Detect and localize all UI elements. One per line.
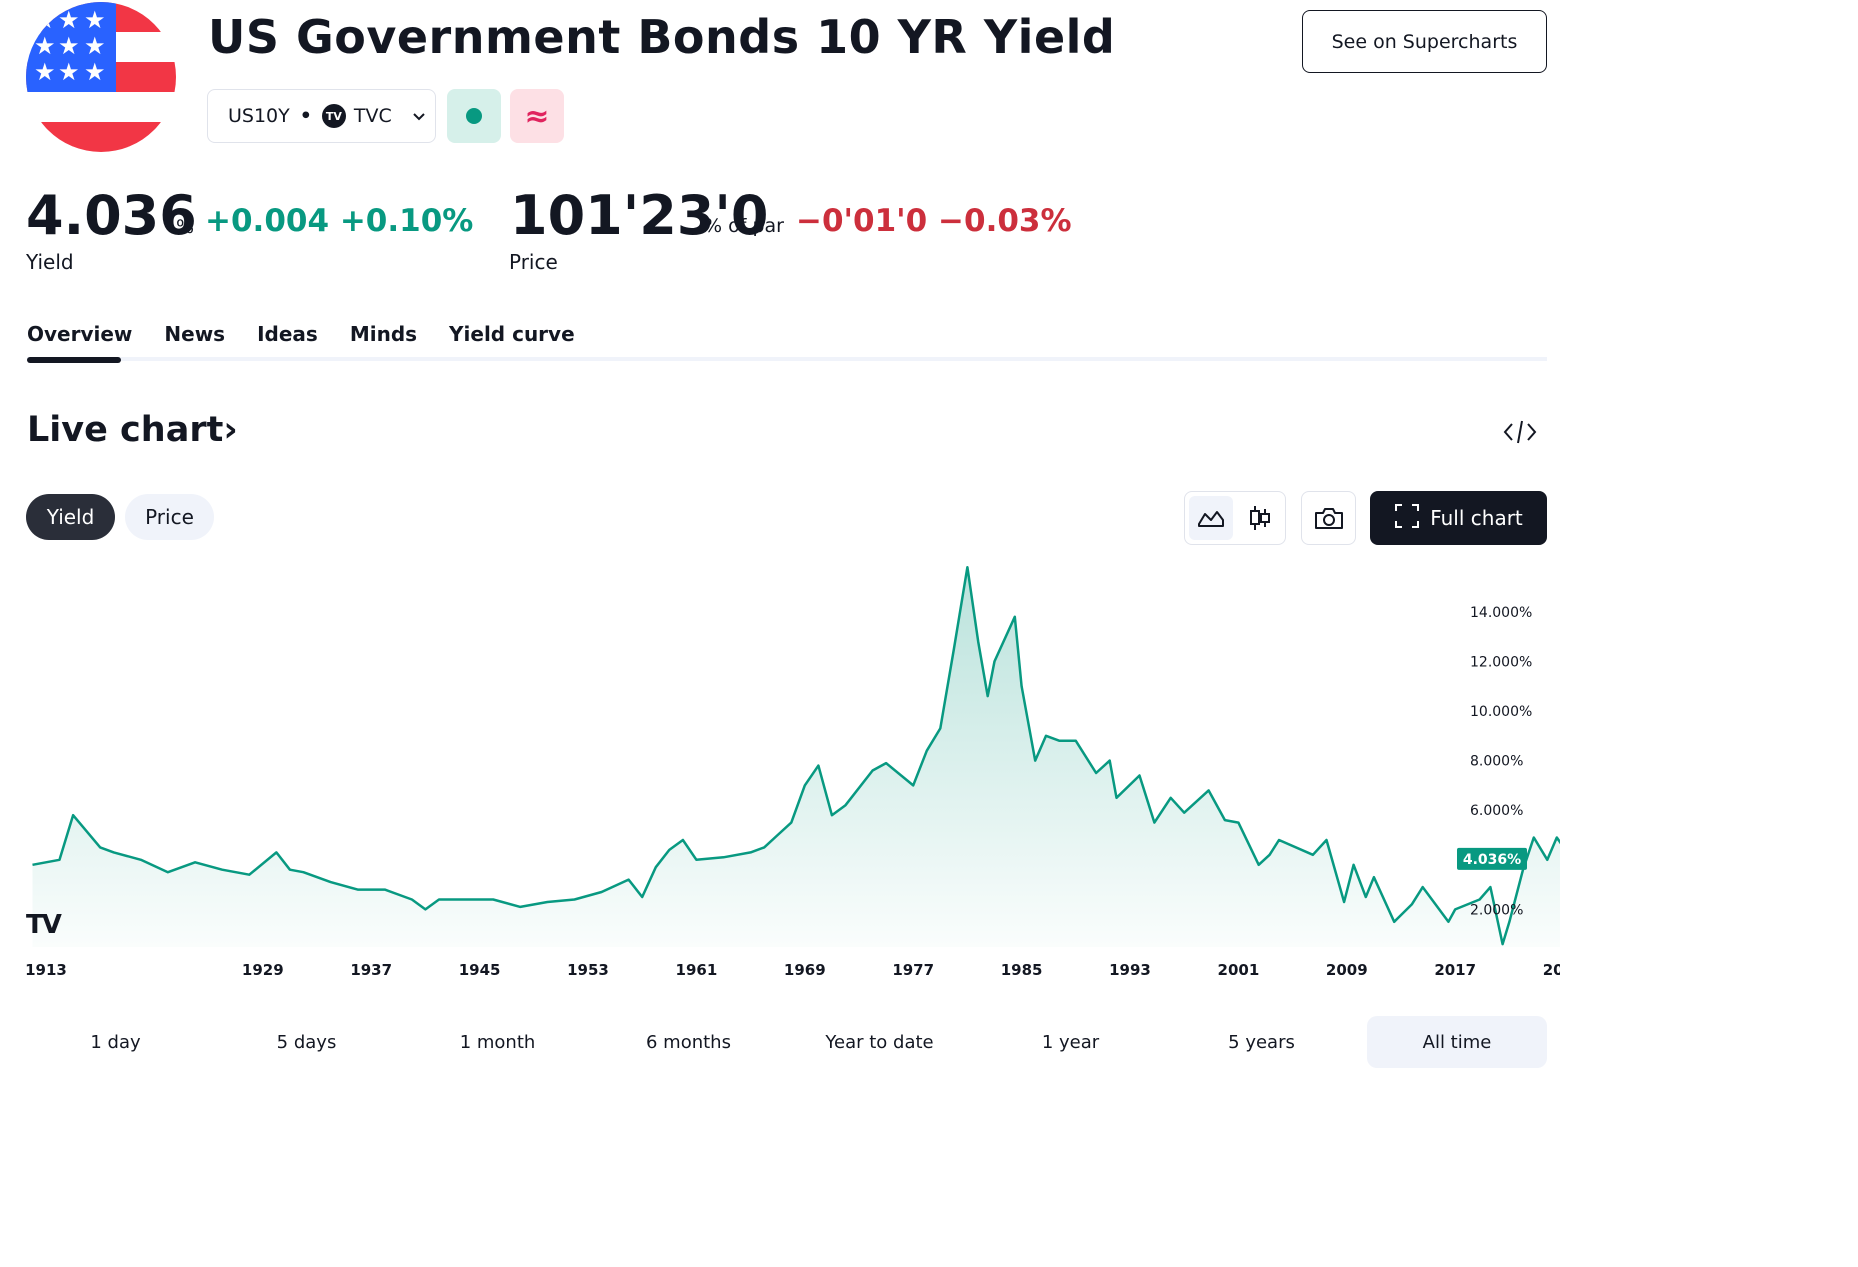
y-axis-tick-label: 8.000% xyxy=(1470,754,1523,770)
chart-type-group xyxy=(1184,491,1286,545)
code-icon[interactable] xyxy=(1503,418,1537,446)
price-value: 101'23'0 xyxy=(510,184,769,247)
svg-text:★: ★ xyxy=(84,32,106,60)
market-open-status-icon[interactable] xyxy=(447,89,501,143)
time-range-bar: 1 day 5 days 1 month 6 months Year to date 1 … xyxy=(20,1016,1550,1068)
chevron-right-icon: › xyxy=(223,410,238,450)
x-axis-tick-label: 1977 xyxy=(892,961,934,979)
full-chart-label: Full chart xyxy=(1430,506,1523,530)
svg-text:★: ★ xyxy=(34,58,56,86)
y-axis-tick-label: 6.000% xyxy=(1470,803,1523,819)
live-chart-title: Live chart xyxy=(27,410,224,450)
x-axis-tick-label: 1937 xyxy=(350,961,392,979)
last-value-label: 4.036% xyxy=(1463,852,1521,868)
x-axis-tick-label: 1993 xyxy=(1109,961,1151,979)
live-chart-heading[interactable]: Live chart› xyxy=(27,410,238,450)
candlestick-chart-icon[interactable] xyxy=(1238,496,1282,540)
last-value-badge xyxy=(1457,847,1527,870)
tab-news[interactable]: News xyxy=(164,322,226,346)
x-axis-tick-label: 1961 xyxy=(676,961,718,979)
time-range-1-day[interactable]: 1 day xyxy=(90,1031,141,1053)
svg-text:★: ★ xyxy=(58,58,80,86)
full-chart-button[interactable]: Full chart xyxy=(1370,491,1547,545)
yield-label: Yield xyxy=(26,250,74,274)
svg-text:★: ★ xyxy=(58,32,80,60)
time-range-year-to-date[interactable]: Year to date xyxy=(825,1031,934,1053)
yield-area-fill xyxy=(32,567,1560,947)
tabs-bar: Overview News Ideas Minds Yield curve xyxy=(27,322,575,346)
chevron-down-icon xyxy=(412,105,426,127)
x-axis-tick-label: 2017 xyxy=(1434,961,1476,979)
tradingview-watermark-icon: TV xyxy=(26,910,62,940)
x-axis-tick-label: 1969 xyxy=(784,961,826,979)
price-unit: % of par xyxy=(704,215,784,237)
tab-minds[interactable]: Minds xyxy=(349,322,418,346)
symbol-ticker: US10Y xyxy=(228,105,290,127)
x-axis-tick-label: 1945 xyxy=(459,961,501,979)
yield-unit: % xyxy=(176,216,195,238)
price-mode-button[interactable]: Price xyxy=(125,494,214,540)
delayed-data-icon[interactable]: ≈ xyxy=(510,89,564,143)
price-change: −0'01'0 −0.03% xyxy=(796,203,1072,239)
svg-text:★: ★ xyxy=(84,58,106,86)
svg-text:★: ★ xyxy=(34,32,56,60)
y-axis-tick-label: 14.000% xyxy=(1470,605,1532,621)
active-tab-indicator xyxy=(27,357,121,363)
time-range-6-months[interactable]: 6 months xyxy=(646,1031,731,1053)
price-label: Price xyxy=(509,250,558,274)
tab-overview[interactable]: Overview xyxy=(27,322,133,346)
time-range-5-days[interactable]: 5 days xyxy=(276,1031,337,1053)
x-axis-tick-label: 1953 xyxy=(567,961,609,979)
yield-mode-button[interactable]: Yield xyxy=(26,494,115,540)
symbol-selector[interactable]: US10Y • TV TVC xyxy=(207,89,436,143)
svg-text:★: ★ xyxy=(58,6,80,34)
status-dot-icon xyxy=(466,108,482,124)
time-range-all-time[interactable]: All time xyxy=(1367,1016,1547,1068)
x-axis-tick-label: 1913 xyxy=(25,961,67,979)
x-axis-tick-label: 2001 xyxy=(1218,961,1260,979)
yield-change: +0.004 +0.10% xyxy=(205,203,474,239)
x-axis-tick-label: 1929 xyxy=(242,961,284,979)
x-axis-tick-label: 2025 xyxy=(1543,961,1560,979)
tab-yield-curve[interactable]: Yield curve xyxy=(449,322,575,346)
tabs-divider xyxy=(27,357,1547,361)
us-flag-logo: ★ ★ ★ ★ ★ ★ ★ ★ ★ xyxy=(26,2,176,152)
symbol-separator: • xyxy=(299,105,312,127)
svg-text:★: ★ xyxy=(34,6,56,34)
exchange-name: TVC xyxy=(353,105,392,127)
camera-icon[interactable] xyxy=(1301,491,1356,545)
area-chart-icon[interactable] xyxy=(1189,496,1233,540)
y-axis-tick-label: 2.000% xyxy=(1470,902,1523,918)
tradingview-exchange-icon: TV xyxy=(321,104,346,128)
y-axis-tick-label: 10.000% xyxy=(1470,704,1532,720)
x-axis-tick-label: 1985 xyxy=(1001,961,1043,979)
tab-ideas[interactable]: Ideas xyxy=(257,322,318,346)
y-axis-tick-label: 12.000% xyxy=(1470,654,1532,670)
time-range-1-year[interactable]: 1 year xyxy=(1041,1031,1100,1053)
fullscreen-icon xyxy=(1394,503,1420,534)
see-on-supercharts-button[interactable]: See on Supercharts xyxy=(1302,10,1547,73)
x-axis-tick-label: 2009 xyxy=(1326,961,1368,979)
yield-chart[interactable]: 2.000%4.000%6.000%8.000%10.000%12.000%14… xyxy=(0,555,1560,1000)
yield-value: 4.036 xyxy=(26,184,197,247)
time-range-5-years[interactable]: 5 years xyxy=(1228,1031,1295,1053)
svg-text:★: ★ xyxy=(84,6,106,34)
page-title: US Government Bonds 10 YR Yield xyxy=(208,10,1116,64)
time-range-1-month[interactable]: 1 month xyxy=(459,1031,536,1053)
